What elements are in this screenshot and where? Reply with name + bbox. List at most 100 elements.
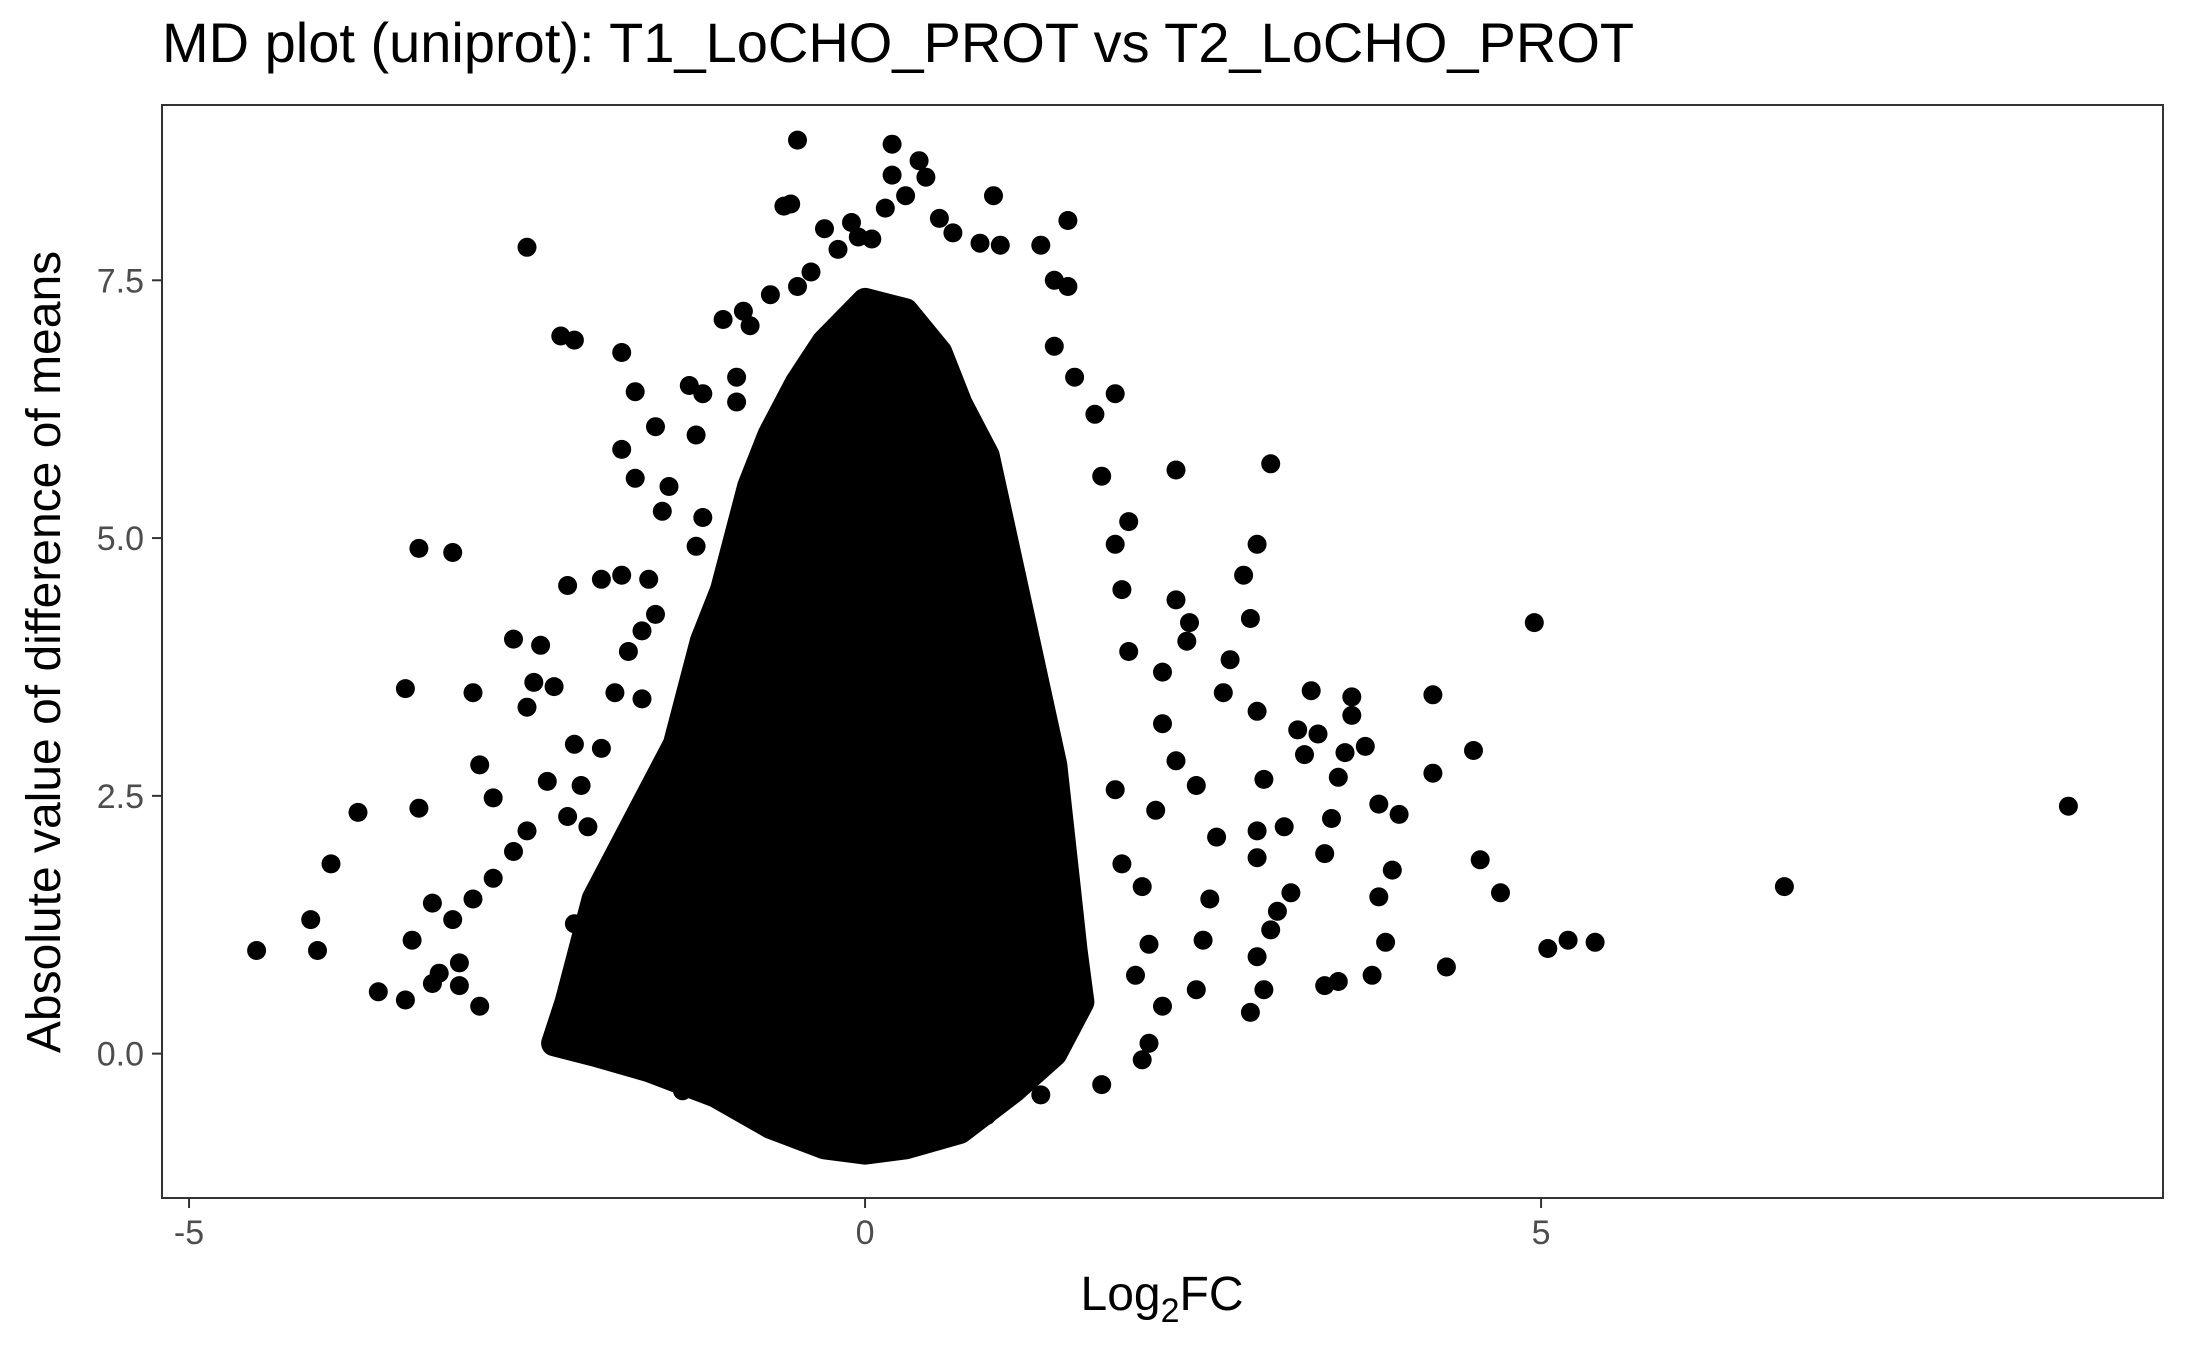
data-point xyxy=(558,576,578,595)
data-point xyxy=(1193,930,1213,950)
data-point xyxy=(828,239,848,259)
panel-border xyxy=(161,104,2164,1199)
x-axis-title-base: Log xyxy=(1081,1268,1161,1321)
data-point xyxy=(1247,534,1267,554)
data-point xyxy=(929,208,949,228)
data-point xyxy=(504,842,523,861)
data-point xyxy=(531,635,551,655)
data-point xyxy=(1247,821,1267,841)
data-point xyxy=(1322,809,1341,828)
data-point xyxy=(578,817,598,837)
data-point xyxy=(686,536,706,556)
data-point xyxy=(659,477,679,496)
y-axis: 0.0 2.5 5.0 7.5 xyxy=(97,262,162,1074)
data-point xyxy=(713,310,733,329)
data-point xyxy=(463,683,483,703)
data-point xyxy=(1240,609,1260,628)
data-point xyxy=(727,367,747,387)
data-point xyxy=(977,1106,997,1125)
data-point xyxy=(544,677,564,697)
y-tick-label: 0.0 xyxy=(97,1036,144,1074)
data-point xyxy=(855,1136,875,1156)
data-point xyxy=(618,642,638,661)
data-point xyxy=(1112,580,1132,600)
data-point xyxy=(801,1134,821,1154)
data-point xyxy=(517,821,537,841)
data-point xyxy=(395,990,415,1010)
data-point xyxy=(1119,512,1139,532)
data-point xyxy=(774,196,794,216)
data-point xyxy=(1369,887,1389,907)
data-point xyxy=(1153,996,1172,1016)
y-tick-label: 2.5 xyxy=(97,778,144,816)
data-point xyxy=(483,788,503,808)
data-point xyxy=(1044,336,1064,356)
data-point xyxy=(646,417,665,437)
data-point xyxy=(1470,850,1490,870)
data-point xyxy=(1031,1085,1051,1105)
data-point xyxy=(558,807,578,826)
data-point xyxy=(916,167,936,187)
data-point xyxy=(605,683,625,703)
data-point xyxy=(395,679,415,699)
plot-area xyxy=(247,130,2078,1165)
data-point xyxy=(632,621,652,641)
data-point xyxy=(679,376,699,395)
data-point xyxy=(686,425,706,445)
data-point xyxy=(1369,794,1389,814)
data-point xyxy=(422,974,442,993)
data-point xyxy=(1119,642,1139,661)
data-point xyxy=(1132,877,1152,897)
data-point xyxy=(1139,1033,1159,1053)
data-point xyxy=(564,330,584,350)
data-point xyxy=(896,186,916,206)
data-point xyxy=(1328,767,1348,787)
data-point xyxy=(909,1130,929,1150)
data-point xyxy=(1166,590,1186,610)
data-point xyxy=(483,868,503,888)
data-point xyxy=(1281,883,1301,903)
data-point xyxy=(815,219,834,239)
data-point xyxy=(1213,683,1233,703)
data-point xyxy=(990,235,1010,255)
data-point xyxy=(1423,685,1443,705)
data-point xyxy=(882,165,902,185)
x-tick-label: 5 xyxy=(1532,1214,1551,1252)
data-point xyxy=(1538,939,1558,958)
data-point xyxy=(1186,776,1206,795)
data-point xyxy=(625,382,645,402)
data-point xyxy=(1247,947,1267,967)
data-point xyxy=(1092,466,1112,486)
data-point xyxy=(733,301,753,321)
data-point xyxy=(760,285,780,305)
data-point xyxy=(470,755,490,775)
data-point xyxy=(571,1029,591,1049)
y-tick-label: 7.5 xyxy=(97,262,144,300)
data-point xyxy=(1288,720,1308,740)
data-point xyxy=(1315,844,1335,864)
data-point xyxy=(612,439,632,459)
data-point xyxy=(882,134,902,154)
data-point xyxy=(517,697,537,717)
data-point xyxy=(443,910,463,930)
data-point xyxy=(1146,800,1166,820)
data-point xyxy=(727,392,747,412)
data-point xyxy=(1382,860,1402,880)
data-point xyxy=(463,889,483,909)
data-point xyxy=(591,569,611,589)
data-point xyxy=(1058,211,1078,230)
data-point xyxy=(422,893,442,913)
data-point xyxy=(470,996,490,1016)
data-point xyxy=(1295,745,1314,765)
data-point xyxy=(348,802,368,822)
data-point xyxy=(1132,1050,1152,1070)
data-point xyxy=(1085,404,1105,424)
data-point xyxy=(1153,662,1172,682)
data-point xyxy=(1065,367,1085,387)
data-point xyxy=(1220,650,1240,670)
data-point xyxy=(612,565,632,585)
data-point xyxy=(740,316,760,336)
data-point xyxy=(1301,681,1321,701)
data-point xyxy=(449,953,469,973)
data-point xyxy=(551,1009,571,1029)
